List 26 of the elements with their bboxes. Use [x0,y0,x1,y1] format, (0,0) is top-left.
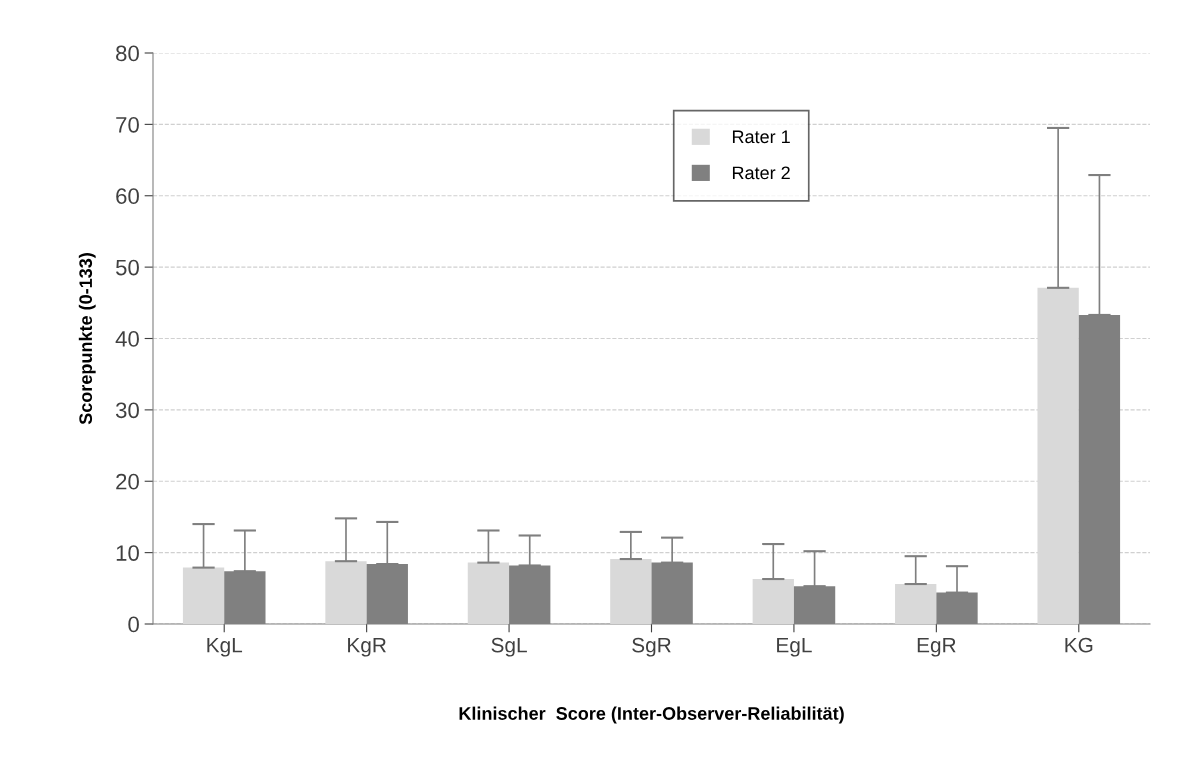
x-tick-label: KgL [207,637,243,657]
y-tick-label: 20 [116,473,139,490]
y-tick-label: 10 [116,545,139,561]
bar [610,559,652,624]
y-tick-label: 30 [115,402,139,419]
y-tick-label: 0 [128,616,139,633]
bar [752,579,794,624]
x-tick-label: KG [1065,637,1093,653]
x-tick-label: KgR [348,637,386,657]
bar [325,561,367,624]
x-tick-label: SgR [632,637,671,657]
y-tick-label: 80 [116,45,139,62]
bar [467,562,510,624]
y-axis-title: Scorepunkte (0-133) [78,253,96,425]
y-tick-label: 40 [115,331,139,347]
x-tick-label: EgL [777,637,812,657]
legend-label: Rater 2 [732,166,790,180]
bar [895,584,937,624]
legend-label: Rater 1 [732,130,790,144]
y-tick-label: 50 [115,259,139,276]
x-tick-label: EgR [917,637,956,657]
y-tick-label: 60 [116,188,139,205]
y-tick-label: 70 [116,116,139,133]
x-axis-title: Klinischer Score (Inter-Observer-Reliabilität) [459,706,844,724]
bar [182,567,225,624]
x-tick-label: SgL [491,637,527,657]
